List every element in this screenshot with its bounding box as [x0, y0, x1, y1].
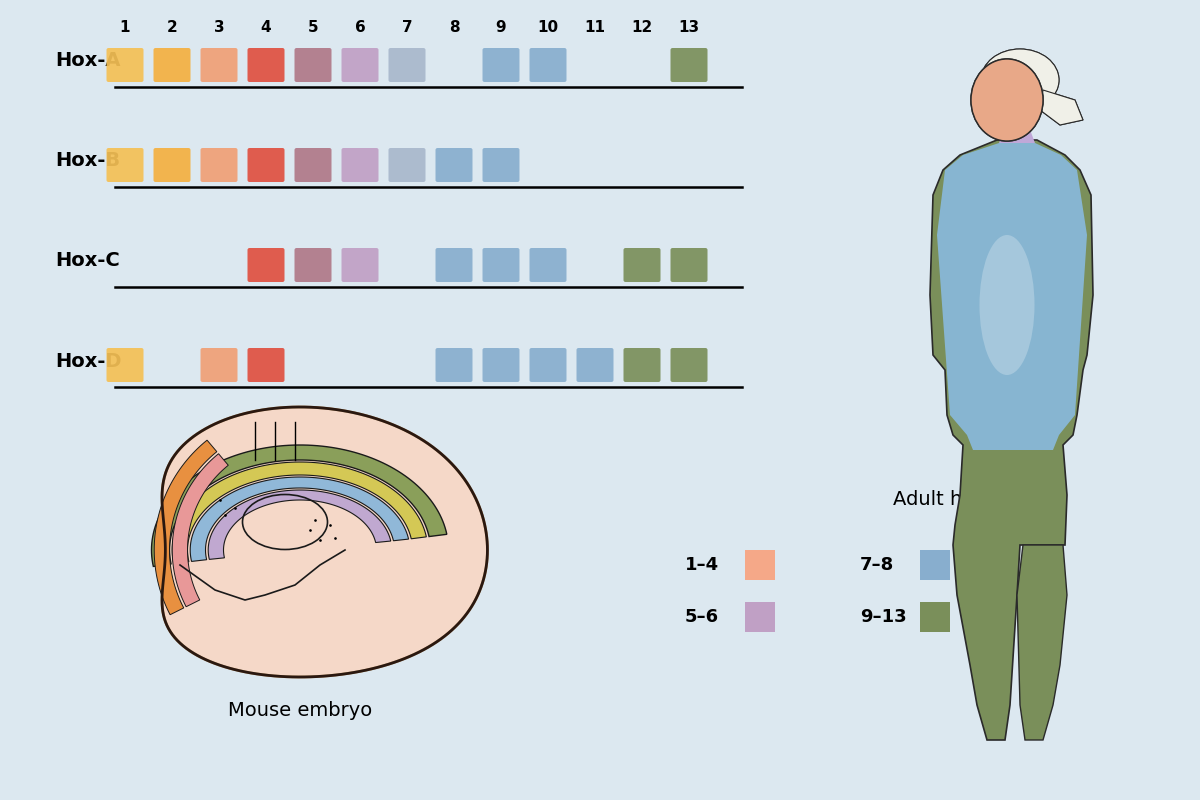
FancyBboxPatch shape — [920, 550, 950, 580]
Text: 10: 10 — [538, 21, 558, 35]
Polygon shape — [162, 407, 487, 677]
Text: 12: 12 — [631, 21, 653, 35]
FancyBboxPatch shape — [389, 48, 426, 82]
FancyBboxPatch shape — [436, 248, 473, 282]
FancyBboxPatch shape — [294, 148, 331, 182]
FancyBboxPatch shape — [745, 550, 775, 580]
FancyBboxPatch shape — [247, 348, 284, 382]
FancyBboxPatch shape — [671, 48, 708, 82]
Polygon shape — [1040, 90, 1084, 125]
Text: Adult human: Adult human — [893, 490, 1018, 509]
Text: 13: 13 — [678, 21, 700, 35]
Text: 5–6: 5–6 — [685, 608, 719, 626]
Polygon shape — [930, 140, 1093, 740]
Text: 5: 5 — [307, 21, 318, 35]
Text: 7: 7 — [402, 21, 413, 35]
FancyBboxPatch shape — [624, 348, 660, 382]
Text: Hox-D: Hox-D — [55, 351, 121, 370]
FancyBboxPatch shape — [482, 48, 520, 82]
FancyBboxPatch shape — [154, 148, 191, 182]
FancyBboxPatch shape — [671, 348, 708, 382]
FancyBboxPatch shape — [342, 248, 378, 282]
Text: 1: 1 — [120, 21, 131, 35]
FancyBboxPatch shape — [107, 348, 144, 382]
FancyBboxPatch shape — [200, 48, 238, 82]
FancyBboxPatch shape — [294, 48, 331, 82]
Text: Mouse embryo: Mouse embryo — [228, 701, 372, 719]
FancyBboxPatch shape — [294, 248, 331, 282]
FancyBboxPatch shape — [247, 48, 284, 82]
FancyBboxPatch shape — [482, 248, 520, 282]
Text: 9–13: 9–13 — [860, 608, 907, 626]
Ellipse shape — [979, 235, 1034, 375]
FancyBboxPatch shape — [247, 148, 284, 182]
FancyBboxPatch shape — [745, 602, 775, 632]
Polygon shape — [173, 462, 426, 564]
Text: 11: 11 — [584, 21, 606, 35]
FancyBboxPatch shape — [671, 248, 708, 282]
FancyBboxPatch shape — [529, 348, 566, 382]
Text: Hox-C: Hox-C — [55, 251, 120, 270]
Text: Hox-B: Hox-B — [55, 151, 120, 170]
Polygon shape — [937, 143, 1087, 450]
FancyBboxPatch shape — [624, 248, 660, 282]
Polygon shape — [998, 127, 1034, 143]
FancyBboxPatch shape — [529, 48, 566, 82]
Text: 1–4: 1–4 — [685, 556, 719, 574]
FancyBboxPatch shape — [529, 248, 566, 282]
FancyBboxPatch shape — [107, 148, 144, 182]
Text: 3: 3 — [214, 21, 224, 35]
Text: Hox-A: Hox-A — [55, 51, 120, 70]
Polygon shape — [151, 445, 446, 566]
FancyBboxPatch shape — [576, 348, 613, 382]
FancyBboxPatch shape — [482, 148, 520, 182]
FancyBboxPatch shape — [154, 48, 191, 82]
Ellipse shape — [971, 59, 1043, 141]
FancyBboxPatch shape — [436, 148, 473, 182]
Text: 6: 6 — [355, 21, 365, 35]
Text: 7–8: 7–8 — [860, 556, 894, 574]
FancyBboxPatch shape — [342, 148, 378, 182]
Polygon shape — [209, 490, 391, 559]
Polygon shape — [1018, 545, 1067, 740]
Text: 2: 2 — [167, 21, 178, 35]
FancyBboxPatch shape — [200, 348, 238, 382]
FancyBboxPatch shape — [247, 248, 284, 282]
FancyBboxPatch shape — [920, 602, 950, 632]
Polygon shape — [173, 454, 228, 606]
FancyBboxPatch shape — [436, 348, 473, 382]
Ellipse shape — [982, 49, 1060, 111]
FancyBboxPatch shape — [482, 348, 520, 382]
FancyBboxPatch shape — [389, 148, 426, 182]
Text: 4: 4 — [260, 21, 271, 35]
Ellipse shape — [982, 49, 1060, 111]
Polygon shape — [1040, 90, 1084, 125]
FancyBboxPatch shape — [107, 48, 144, 82]
Ellipse shape — [971, 59, 1043, 141]
Polygon shape — [155, 440, 217, 614]
Text: 9: 9 — [496, 21, 506, 35]
FancyBboxPatch shape — [200, 148, 238, 182]
Text: 8: 8 — [449, 21, 460, 35]
Polygon shape — [191, 477, 408, 562]
FancyBboxPatch shape — [342, 48, 378, 82]
